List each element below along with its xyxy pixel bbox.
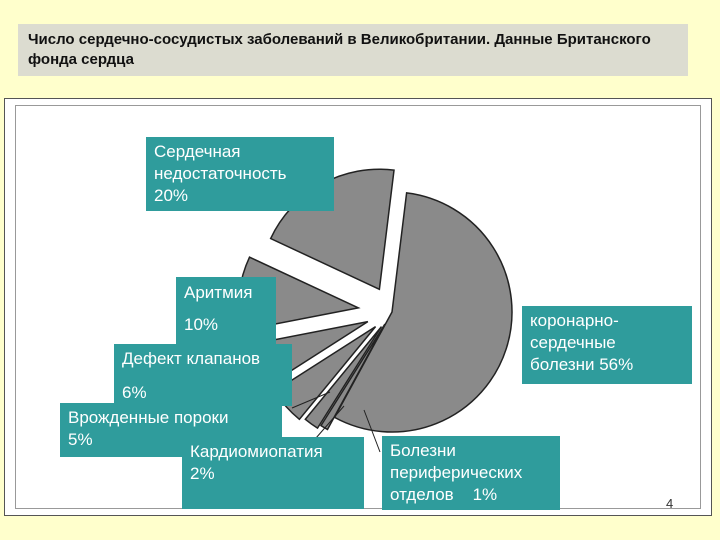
page-number: 4 — [666, 496, 674, 511]
label-valve-defect-line2: 6% — [122, 383, 147, 402]
pie-slice-2 — [304, 326, 383, 430]
label-arrhythmia-line2: 10% — [184, 315, 219, 334]
pie-slice-1 — [319, 323, 386, 431]
label-peripheral-line1: Болезни — [390, 441, 456, 460]
label-congenital-line1: Врожденные пороки — [68, 408, 229, 427]
label-valve-defect-line1: Дефект клапанов — [122, 349, 261, 368]
label-heart-failure: Сердечная недостаточность 20% — [146, 137, 334, 211]
label-arrhythmia: Аритмия 10% — [176, 277, 276, 345]
label-coronary-line1: коронарно- — [530, 311, 619, 330]
label-cardiomyopathy-line2: 2% — [190, 464, 215, 483]
label-valve-defect: Дефект клапанов 6% — [114, 344, 292, 406]
label-peripheral-line2: периферических — [390, 463, 523, 482]
label-cardiomyopathy: Кардиомиопатия 2% — [182, 437, 364, 509]
label-cardiomyopathy-line1: Кардиомиопатия — [190, 442, 323, 461]
label-heart-failure-line1: Сердечная — [154, 142, 241, 161]
label-congenital-line2: 5% — [68, 430, 93, 449]
leader-line-2 — [363, 409, 381, 453]
pie-slice-0 — [333, 192, 513, 433]
label-peripheral-line3: отделов 1% — [390, 485, 498, 504]
leader-line-1 — [315, 405, 345, 439]
slide-title-text: Число сердечно-сосудистых заболеваний в … — [28, 31, 651, 68]
leader-line-0 — [291, 391, 331, 409]
slide-title: Число сердечно-сосудистых заболеваний в … — [18, 24, 688, 76]
label-peripheral: Болезни периферических отделов 1% — [382, 436, 560, 510]
label-arrhythmia-line1: Аритмия — [184, 283, 253, 302]
label-coronary: коронарно- сердечные болезни 56% — [522, 306, 692, 384]
label-coronary-line2: сердечные — [530, 333, 616, 352]
label-heart-failure-line2: недостаточность — [154, 164, 287, 183]
label-heart-failure-line3: 20% — [154, 186, 189, 205]
label-coronary-line3: болезни 56% — [530, 355, 634, 374]
